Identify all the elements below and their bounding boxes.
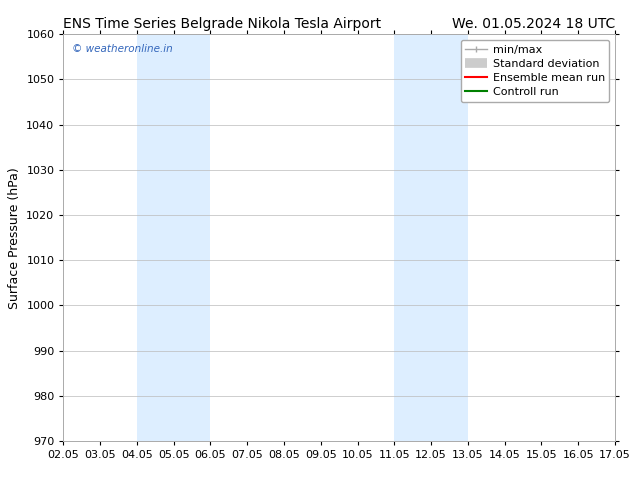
Bar <box>394 34 468 441</box>
Y-axis label: Surface Pressure (hPa): Surface Pressure (hPa) <box>8 167 21 309</box>
Text: ENS Time Series Belgrade Nikola Tesla Airport: ENS Time Series Belgrade Nikola Tesla Ai… <box>63 17 382 31</box>
Title: ENS Time Series Belgrade Nikola Tesla Airport      We. 01.05.2024 18 UTC: ENS Time Series Belgrade Nikola Tesla Ai… <box>0 489 1 490</box>
Legend: min/max, Standard deviation, Ensemble mean run, Controll run: min/max, Standard deviation, Ensemble me… <box>460 40 609 102</box>
Text: We. 01.05.2024 18 UTC: We. 01.05.2024 18 UTC <box>452 17 615 31</box>
Text: © weatheronline.in: © weatheronline.in <box>72 45 172 54</box>
Bar <box>137 34 210 441</box>
